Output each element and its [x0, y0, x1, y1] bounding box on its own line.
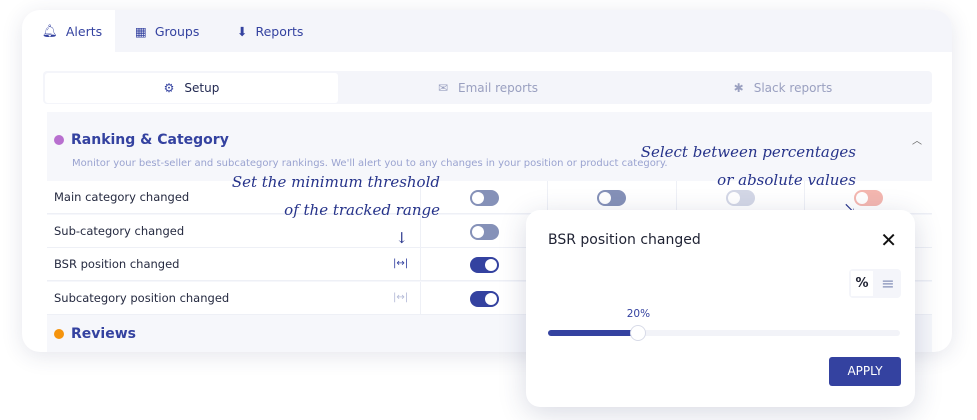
slider-fill — [548, 330, 639, 336]
slider-track[interactable] — [548, 325, 900, 341]
slack-icon: ✱ — [733, 81, 744, 95]
alert-toggle[interactable] — [854, 190, 883, 206]
alert-toggle[interactable] — [726, 190, 755, 206]
tab-reports[interactable]: ⬇ Reports — [237, 23, 304, 39]
toggle-cell — [804, 181, 932, 214]
reviews-title[interactable]: Reviews — [71, 326, 136, 342]
tab-bar: 🔔︎ Alerts ▦ Groups ⬇ Reports — [22, 10, 952, 52]
toggle-cell — [676, 181, 804, 214]
annotation-select: Select between percentages or absolute va… — [600, 138, 856, 222]
gear-icon: ⚙ — [163, 81, 175, 95]
subtab-setup[interactable]: ⚙ Setup — [45, 73, 338, 103]
toggle-cell — [420, 248, 548, 281]
subtab-email-reports[interactable]: ✉ Email reports — [437, 81, 539, 95]
download-icon: ⬇ — [237, 23, 248, 39]
toggle-cell — [420, 214, 548, 248]
toggle-cell — [420, 281, 548, 315]
popup-title: BSR position changed — [548, 232, 701, 248]
table-row: Main category changed — [47, 181, 932, 214]
alert-toggle[interactable] — [470, 190, 499, 206]
slider-value: 20% — [626, 308, 651, 320]
grid-icon: ▦ — [135, 23, 147, 39]
tab-alerts[interactable]: 🔔︎ Alerts — [22, 10, 115, 52]
row-label: Sub-category changed — [54, 223, 185, 238]
row-label: Main category changed — [54, 190, 190, 204]
subtabs: ⚙ Setup ✉ Email reports ✱ Slack reports — [43, 71, 932, 104]
close-icon[interactable]: ✕ — [880, 228, 897, 252]
toggle-cell — [420, 181, 548, 214]
threshold-popup: BSR position changed ✕ % ≡ 20% APPLY — [526, 210, 915, 407]
section-dot — [54, 329, 64, 339]
row-label: Subcategory position changed — [54, 290, 230, 305]
arrow-down-icon: ↓ — [395, 229, 408, 247]
alert-toggle[interactable] — [597, 190, 626, 206]
percent-option[interactable]: % — [851, 271, 873, 296]
slider-handle[interactable] — [630, 325, 647, 341]
mail-icon: ✉ — [437, 81, 449, 95]
alerts-card: 🔔︎ Alerts ▦ Groups ⬇ Reports ⚙ Setup ✉ Email … — [22, 10, 952, 352]
alert-toggle[interactable] — [470, 257, 499, 273]
subtab-slack-reports[interactable]: ✱ Slack reports — [733, 81, 833, 95]
section-description: Monitor your best-seller and subcategory… — [72, 158, 668, 169]
unit-toggle: % ≡ — [849, 269, 901, 298]
alert-toggle[interactable] — [470, 290, 499, 307]
alert-toggle[interactable] — [470, 223, 499, 240]
row-label: BSR position changed — [54, 257, 180, 271]
tab-groups[interactable]: ▦ Groups — [135, 23, 200, 39]
section-dot — [54, 135, 64, 145]
toggle-cell — [547, 181, 675, 214]
annotation-threshold: Set the minimum threshold of the tracked … — [200, 168, 440, 252]
bell-icon: 🔔︎ — [42, 23, 58, 38]
apply-button[interactable]: APPLY — [829, 357, 901, 386]
absolute-option-icon[interactable]: ≡ — [881, 274, 895, 293]
chevron-up-icon[interactable]: ︿ — [912, 136, 922, 147]
range-icon[interactable]: |↔| — [393, 291, 409, 303]
section-title: Ranking & Category — [71, 132, 229, 148]
range-icon[interactable]: |↔| — [393, 258, 409, 269]
